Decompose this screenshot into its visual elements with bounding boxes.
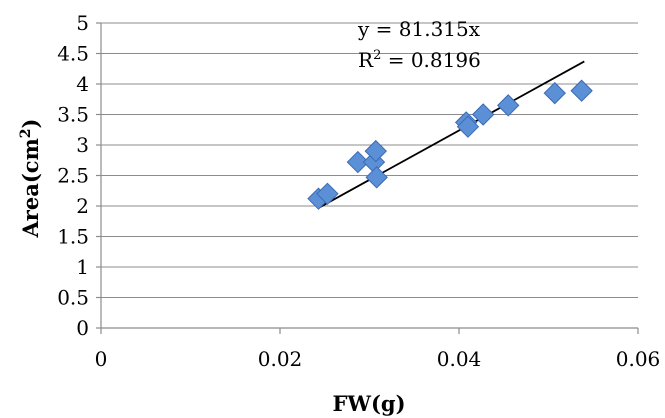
data-point [543, 81, 566, 105]
data-point [316, 182, 339, 206]
data-point [497, 94, 520, 117]
tick-labels: 0 0.5 1 1.5 2 2.5 3 3.5 4 4.5 5 0 0.02 0.04 0.06 [57, 11, 660, 371]
y-tick-label: 3.5 [57, 103, 89, 127]
data-point [570, 79, 593, 102]
x-tick-label: 0.06 [616, 347, 661, 371]
axes [96, 22, 639, 334]
y-tick-label: 4.5 [57, 42, 89, 66]
data-point [364, 139, 387, 163]
y-tick-label: 2 [76, 194, 89, 218]
data-point [456, 115, 480, 138]
y-tick-label: 2.5 [57, 164, 89, 188]
data-point [346, 150, 370, 174]
x-tick-label: 0.02 [258, 347, 303, 371]
trendline-layer [317, 60, 585, 210]
y-tick-label: 1.5 [57, 225, 89, 249]
y-axis-title: Area(cm2) [18, 119, 43, 239]
y-tick-label: 0.5 [57, 286, 89, 310]
x-axis-title: FW(g) [332, 391, 405, 416]
r-squared-label: R2 = 0.8196 [358, 48, 481, 72]
data-point [365, 166, 388, 189]
trendline-equation: y = 81.315x [357, 17, 481, 41]
data-points [307, 79, 593, 210]
y-tick-label: 0 [76, 316, 89, 340]
x-tick-label: 0 [95, 347, 108, 371]
trendline [317, 60, 585, 210]
y-tick-label: 4 [76, 72, 89, 96]
y-tick-label: 5 [76, 11, 89, 35]
x-tick-label: 0.04 [437, 347, 482, 371]
y-tick-label: 3 [76, 133, 89, 157]
data-point [471, 103, 495, 126]
y-tick-label: 1 [76, 255, 89, 279]
